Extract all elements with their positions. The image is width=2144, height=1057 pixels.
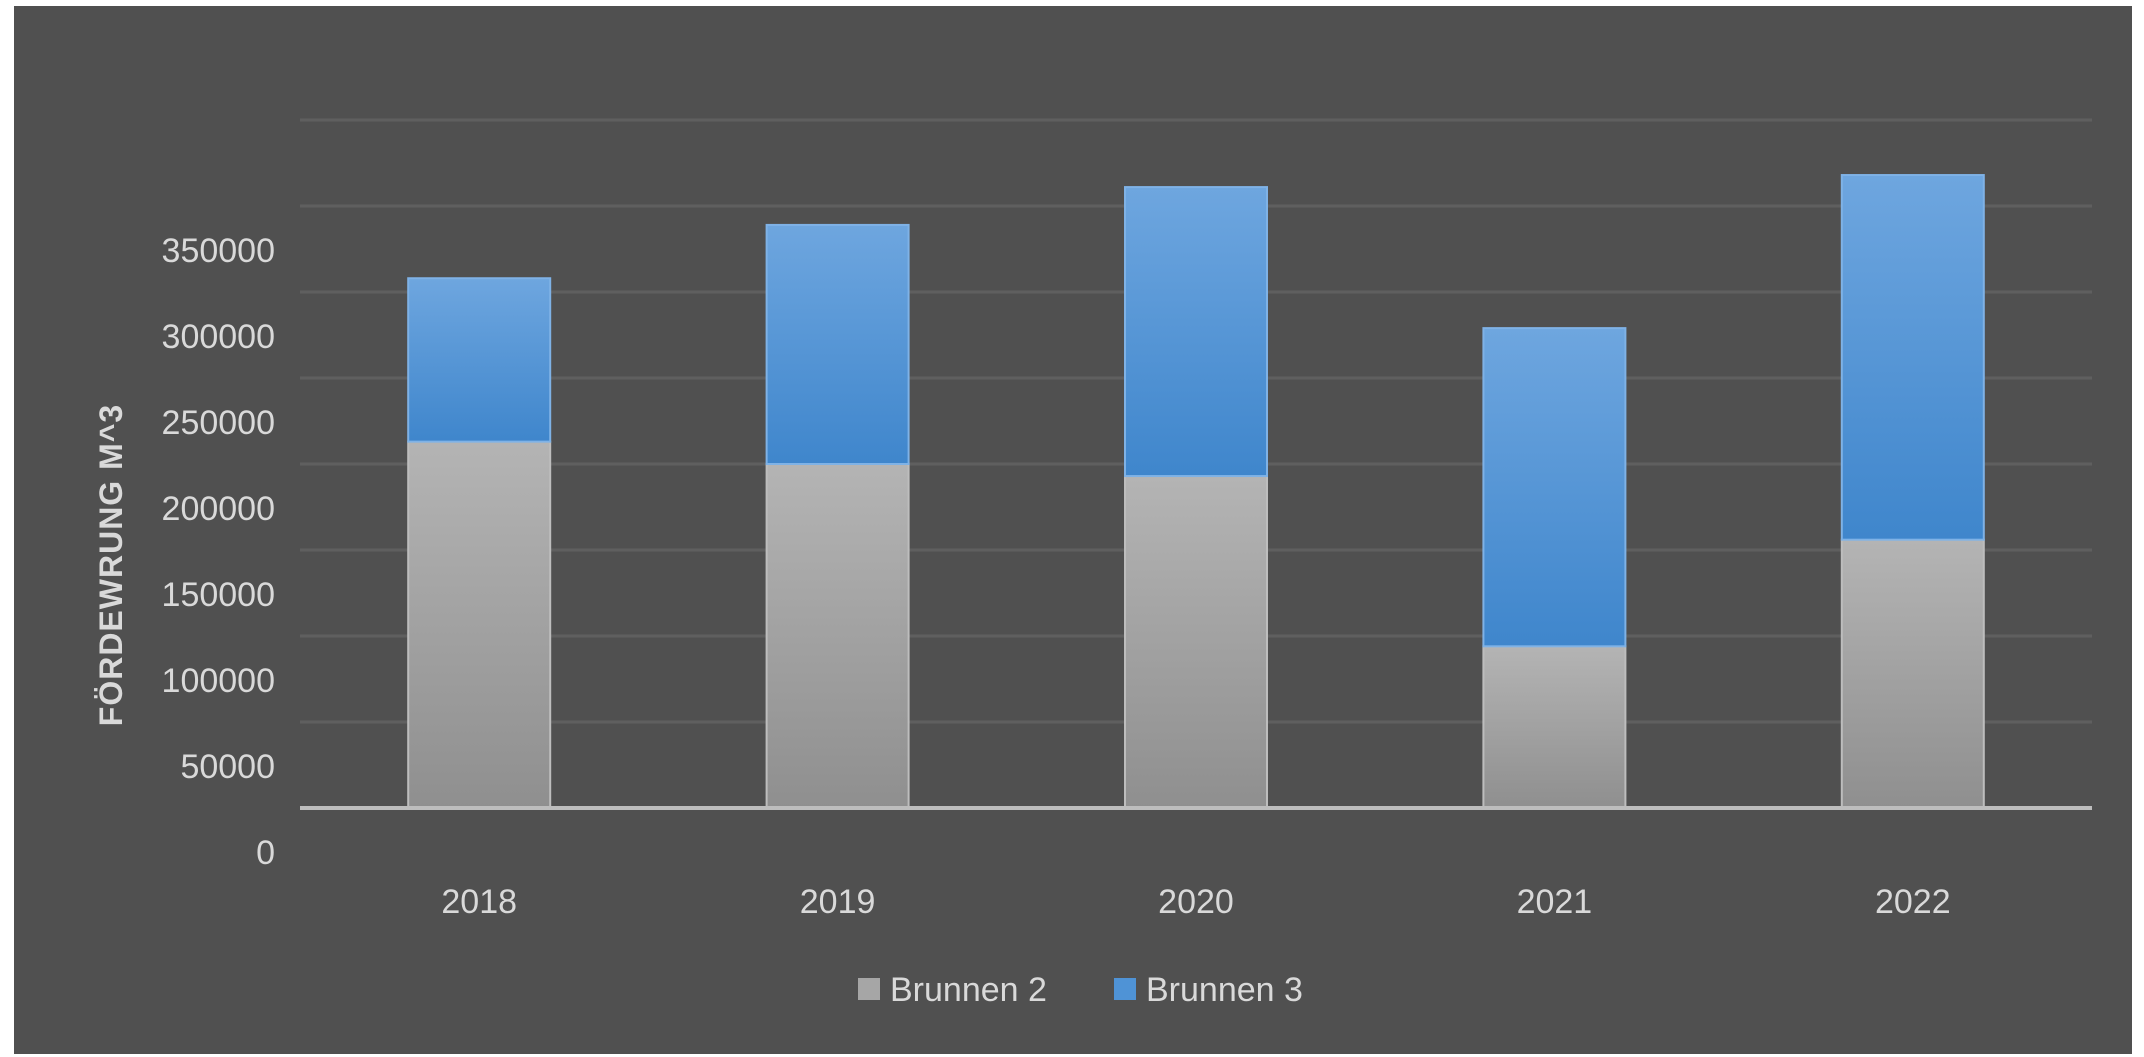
bar-brunnen-3-2022 xyxy=(1840,174,1985,541)
x-tick-label: 2021 xyxy=(1517,883,1593,921)
y-tick-label: 200000 xyxy=(162,490,275,528)
y-tick-label: 100000 xyxy=(162,662,275,700)
y-tick-label: 0 xyxy=(256,834,275,872)
y-axis-title: FÖRDEWRUNG M^3 xyxy=(93,404,129,726)
bar-brunnen-2-2022 xyxy=(1840,538,1985,809)
y-tick-label: 50000 xyxy=(180,748,275,786)
y-tick-label: 250000 xyxy=(162,404,275,442)
legend: Brunnen 2 Brunnen 3 xyxy=(858,971,1303,1009)
axes: 0 50000 100000 150000 200000 250000 300000 3500… xyxy=(162,232,2092,921)
chart-area xyxy=(14,6,2132,1054)
legend-swatch-brunnen-2 xyxy=(858,978,880,1000)
bar-brunnen-2-2018 xyxy=(407,440,552,809)
legend-label-brunnen-3: Brunnen 3 xyxy=(1146,971,1303,1009)
bar-brunnen-3-2018 xyxy=(407,277,552,443)
y-tick-label: 300000 xyxy=(162,318,275,356)
bar-brunnen-2-2020 xyxy=(1124,475,1268,809)
bar-brunnen-2-2019 xyxy=(765,463,910,809)
y-tick-label: 350000 xyxy=(162,232,275,270)
bar-brunnen-3-2019 xyxy=(765,223,910,465)
bar-brunnen-2-2021 xyxy=(1482,645,1627,809)
x-tick-label: 2018 xyxy=(441,883,517,921)
legend-label-brunnen-2: Brunnen 2 xyxy=(890,971,1047,1009)
x-tick-label: 2020 xyxy=(1158,883,1234,921)
x-tick-label: 2019 xyxy=(800,883,876,921)
bar-brunnen-3-2020 xyxy=(1124,186,1268,478)
x-tick-label: 2022 xyxy=(1875,883,1951,921)
y-tick-label: 150000 xyxy=(162,576,275,614)
bar-brunnen-3-2021 xyxy=(1482,327,1627,648)
bars xyxy=(407,174,1985,809)
legend-swatch-brunnen-3 xyxy=(1114,978,1136,1000)
